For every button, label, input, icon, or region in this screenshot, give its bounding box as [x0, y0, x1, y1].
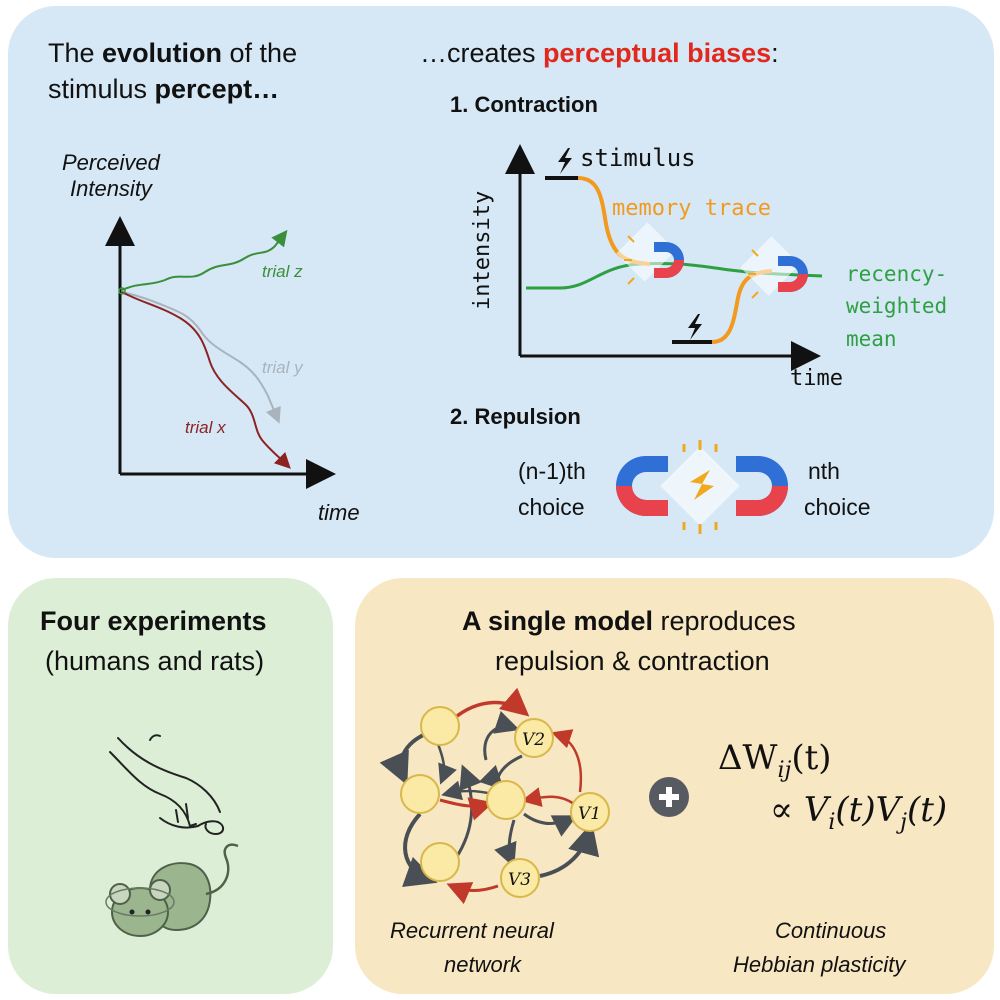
hebbian-caption-line1: Continuous — [775, 918, 887, 943]
v1-label: V1 — [578, 804, 601, 824]
hebbian-formula-line2: ∝ Vi(t)Vj(t) — [770, 790, 948, 835]
percept-plot-axes — [105, 216, 336, 489]
plus-icon — [649, 777, 689, 817]
rnn-node — [400, 774, 440, 814]
next-choice-line1: nth — [808, 458, 840, 484]
recency-label-1: recency- — [846, 262, 948, 286]
rnn-node — [486, 780, 526, 820]
y-axis-label-perceived: Perceived — [62, 150, 160, 175]
v2-label: V2 — [522, 730, 545, 750]
prev-choice-line2: choice — [518, 494, 585, 520]
model-title-line1: A single model reproduces — [462, 606, 796, 636]
experiments-subtitle: (humans and rats) — [45, 646, 265, 676]
hebbian-caption-line2: Hebbian plasticity — [733, 952, 906, 977]
recency-label-3: mean — [846, 327, 897, 351]
contraction-plot-axes — [505, 144, 821, 371]
model-title-line2: repulsion & contraction — [495, 646, 770, 676]
evolution-heading-line2: stimulus percept… — [48, 74, 280, 104]
lightning-icon — [558, 148, 572, 174]
magnet-icon — [740, 236, 808, 299]
hebbian-formula-line1: ΔWij(t) — [718, 738, 832, 783]
rnn-node — [420, 706, 460, 746]
next-choice-line2: choice — [804, 494, 871, 520]
rnn-caption-line2: network — [444, 952, 522, 977]
trial-y-label: trial y — [262, 358, 303, 377]
experiments-title: Four experiments — [40, 606, 267, 636]
rnn-node-v2 — [514, 718, 554, 758]
rnn-diagram: V2 V1 V3 — [379, 687, 610, 905]
repulsion-magnets — [616, 440, 788, 534]
trial-z-trajectory — [121, 229, 288, 291]
lightning-icon — [690, 470, 714, 500]
trial-x-label: trial x — [185, 418, 226, 437]
trial-x-trajectory — [121, 291, 291, 469]
rat-icon — [105, 843, 239, 937]
rnn-caption-line1: Recurrent neural — [390, 918, 554, 943]
trial-y-trajectory — [121, 291, 281, 424]
biases-heading: …creates perceptual biases: — [420, 38, 779, 68]
memory-trace-label: memory trace — [612, 196, 771, 221]
rnn-node-v1 — [570, 792, 610, 832]
rnn-node-v3 — [500, 858, 540, 898]
recency-label-2: weighted — [846, 294, 948, 318]
perception-panel — [8, 6, 994, 558]
repulsion-title: 2. Repulsion — [450, 404, 581, 429]
magnet-icon — [616, 222, 684, 285]
y-axis-label-intensity: Intensity — [70, 176, 152, 201]
lightning-icon — [688, 314, 702, 340]
v3-label: V3 — [508, 870, 531, 890]
finger-icon — [109, 734, 224, 836]
trial-z-label: trial z — [262, 262, 303, 281]
prev-choice-line1: (n-1)th — [518, 458, 586, 484]
stimulus-label: stimulus — [580, 144, 696, 172]
evolution-heading-line1: The evolution of the — [48, 38, 298, 68]
contraction-title: 1. Contraction — [450, 92, 598, 117]
x-axis-label-time: time — [318, 500, 360, 525]
rnn-node — [420, 842, 460, 882]
